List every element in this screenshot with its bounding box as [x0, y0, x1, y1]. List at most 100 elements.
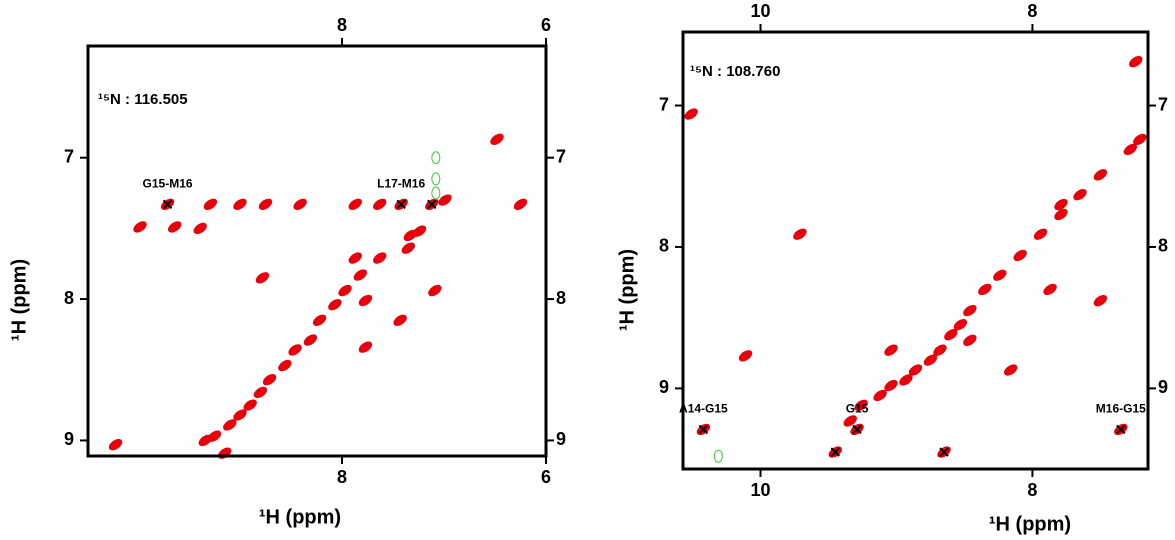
peak [843, 415, 857, 427]
spectrum: A14-G15 G15 M16-G15 10 10 8 8 7 7 8 8 9 9 ¹⁵N : 108.7… [616, 1, 1168, 536]
peak [944, 328, 958, 341]
peak [253, 386, 268, 399]
peak [1073, 188, 1087, 201]
peak-marker [396, 199, 406, 210]
peak [1043, 283, 1057, 296]
x-tick-label-bottom: 8 [337, 467, 347, 487]
x-tick-label-top: 10 [750, 1, 770, 21]
peak [312, 314, 327, 326]
peak [278, 359, 292, 372]
y-tick-label-right: 9 [556, 429, 566, 449]
peak [393, 314, 407, 326]
y-tick-label-right: 7 [1158, 94, 1168, 114]
y-tick-label-right: 9 [1158, 377, 1168, 397]
peak-contour [713, 449, 723, 463]
peak [262, 373, 277, 386]
peak [1013, 249, 1027, 262]
y-tick-label-right: 7 [556, 146, 566, 166]
peak [1054, 208, 1068, 221]
peak [358, 341, 373, 353]
y-tick-label-left: 9 [64, 429, 74, 449]
y-axis-label: ¹H (ppm) [616, 249, 638, 331]
peak [218, 447, 232, 459]
peak [373, 252, 387, 264]
peak [133, 221, 147, 233]
peak-marker [162, 199, 173, 210]
peak [108, 439, 123, 451]
peak [963, 334, 977, 346]
peak [793, 228, 807, 240]
peak [288, 344, 302, 356]
peak [1129, 56, 1143, 68]
x-axis-label: ¹H (ppm) [259, 506, 341, 528]
peak [168, 221, 182, 233]
peak [993, 269, 1007, 281]
peak-contour [431, 186, 441, 200]
peak [1093, 169, 1108, 181]
peak [338, 284, 352, 297]
peak [243, 399, 257, 411]
peak [258, 198, 273, 211]
peak [923, 354, 938, 366]
peak-label: L17-M16 [377, 177, 425, 191]
x-tick-label-bottom: 8 [1027, 480, 1037, 500]
peak [978, 283, 992, 296]
y-tick-label-left: 8 [659, 236, 669, 256]
peak-contour [431, 151, 441, 165]
peak [255, 272, 270, 284]
peak [358, 294, 373, 307]
peak [908, 364, 923, 376]
peak [1054, 198, 1068, 211]
peak-contour [431, 172, 441, 186]
peak [490, 133, 504, 145]
peak [1123, 143, 1138, 156]
peak [1093, 295, 1108, 307]
peak [953, 319, 968, 331]
y-tick-label-left: 7 [64, 146, 74, 166]
peak [348, 198, 362, 211]
peak [412, 225, 427, 237]
peak-marker [698, 424, 709, 435]
peak [963, 304, 977, 317]
plot-frame [681, 30, 1150, 471]
peak [438, 194, 452, 206]
peak [223, 419, 237, 431]
x-tick-label-top: 8 [337, 15, 347, 35]
peak-marker [427, 199, 437, 210]
peak [428, 284, 442, 297]
x-axis-label: ¹H (ppm) [989, 513, 1071, 535]
y-tick-label-left: 7 [659, 94, 669, 114]
peak-label: G15-M16 [143, 177, 193, 191]
peak [899, 374, 913, 386]
peak [854, 399, 868, 412]
peak [328, 299, 342, 311]
peak [884, 344, 898, 356]
peak [303, 334, 318, 346]
peak-label: M16-G15 [1096, 402, 1146, 416]
peak-label: A14-G15 [679, 402, 728, 416]
peak [1133, 133, 1147, 146]
peak-label: G15 [846, 402, 869, 416]
x-tick-label-bottom: 6 [541, 467, 551, 487]
peak [738, 350, 753, 362]
y-tick-label-left: 8 [64, 288, 74, 308]
peak [233, 198, 247, 211]
x-tick-label-bottom: 10 [750, 480, 770, 500]
peak [348, 252, 362, 264]
plot-frame [86, 44, 548, 458]
y-tick-label-right: 8 [1158, 236, 1168, 256]
peak-marker [830, 447, 840, 457]
peak [353, 269, 368, 281]
peak [933, 344, 947, 356]
y-tick-label-left: 9 [659, 377, 669, 397]
nitrogen-plane-label: ¹⁵N : 116.505 [98, 91, 188, 108]
x-tick-label-top: 8 [1027, 1, 1037, 21]
peak [373, 198, 387, 211]
peak [873, 389, 887, 402]
y-tick-label-right: 8 [556, 288, 566, 308]
peak-marker [852, 424, 862, 435]
peak [203, 198, 218, 211]
peak [684, 108, 698, 120]
x-tick-label-top: 6 [541, 15, 551, 35]
peak [193, 222, 207, 235]
